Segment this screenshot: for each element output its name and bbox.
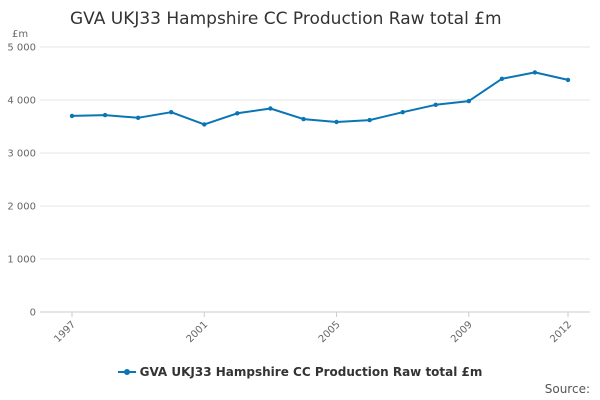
data-point[interactable] xyxy=(268,106,273,111)
gridlines xyxy=(40,46,590,260)
source-label: Source: xyxy=(544,382,590,396)
data-point[interactable] xyxy=(499,76,505,82)
data-point[interactable] xyxy=(169,110,174,115)
data-point[interactable] xyxy=(433,102,438,108)
data-point[interactable] xyxy=(202,122,207,127)
x-axis xyxy=(40,311,590,317)
x-tick-label: 2009 xyxy=(449,319,475,345)
data-point[interactable] xyxy=(565,77,571,83)
legend: GVA UKJ33 Hampshire CC Production Raw to… xyxy=(0,365,600,380)
x-tick-label: 2001 xyxy=(185,319,211,345)
chart-title: GVA UKJ33 Hampshire CC Production Raw to… xyxy=(70,9,502,29)
data-point[interactable] xyxy=(235,111,240,116)
data-point[interactable] xyxy=(466,98,471,104)
series-lines xyxy=(71,71,569,126)
data-points xyxy=(69,70,571,127)
data-point[interactable] xyxy=(532,70,538,75)
x-axis-tick-labels: 1997 2001 2005 2009 2012 xyxy=(52,319,574,345)
y-tick-label: 5 000 xyxy=(7,43,36,54)
data-point[interactable] xyxy=(301,116,306,122)
x-tick-label: 2005 xyxy=(317,319,343,345)
y-tick-label: 4 000 xyxy=(7,96,36,107)
legend-item[interactable]: GVA UKJ33 Hampshire CC Production Raw to… xyxy=(117,365,483,379)
x-tick-label: 2012 xyxy=(548,319,574,345)
data-point[interactable] xyxy=(367,117,372,123)
data-point[interactable] xyxy=(102,112,108,118)
legend-item-label: GVA UKJ33 Hampshire CC Production Raw to… xyxy=(139,365,483,379)
y-tick-label: 3 000 xyxy=(7,149,36,160)
y-axis-unit-label: £m xyxy=(12,29,29,40)
data-point[interactable] xyxy=(334,119,339,125)
y-tick-label: 1 000 xyxy=(7,255,36,266)
y-tick-label: 2 000 xyxy=(7,202,36,213)
data-point[interactable] xyxy=(69,113,75,119)
legend-line-marker-icon xyxy=(117,367,136,377)
data-point[interactable] xyxy=(135,115,141,121)
x-tick-label: 1997 xyxy=(52,319,78,345)
y-axis-tick-labels: 0 1 000 2 000 3 000 4 000 5 000 xyxy=(7,43,36,319)
y-tick-label: 0 xyxy=(30,308,36,319)
data-point[interactable] xyxy=(400,110,405,115)
series-line xyxy=(71,71,569,126)
